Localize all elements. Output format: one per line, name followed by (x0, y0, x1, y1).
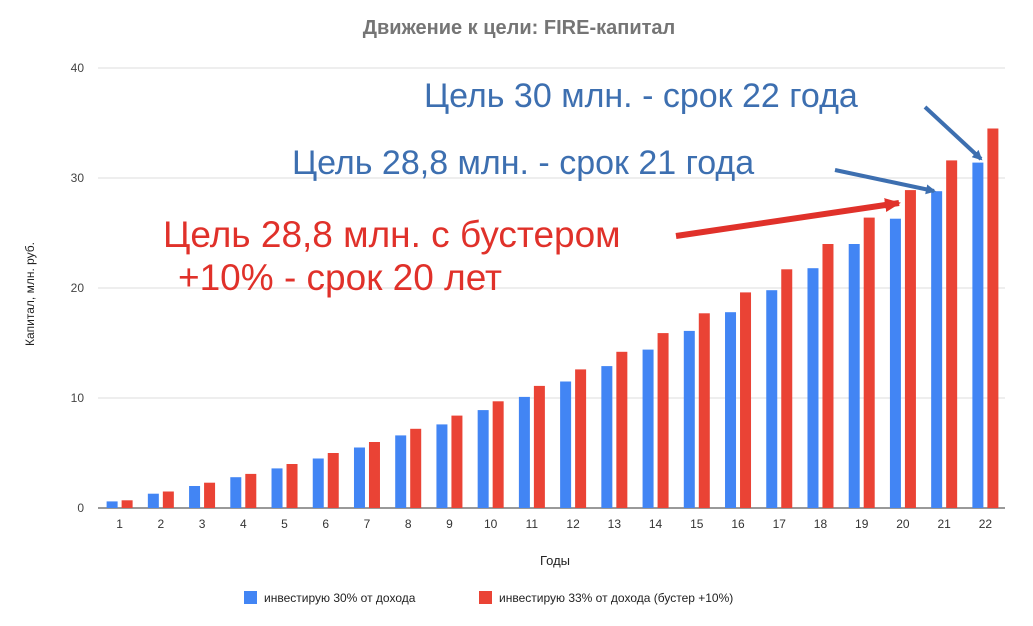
x-tick-label: 11 (526, 517, 539, 531)
bar-series-1-year-19 (863, 217, 875, 508)
chart-title: Движение к цели: FIRE-капитал (363, 17, 675, 39)
y-axis-ticks: 0 10 20 30 40 (71, 61, 85, 515)
bar-series-1-year-9 (451, 415, 463, 508)
bar-series-0-year-5 (271, 468, 283, 508)
bar-series-0-year-17 (766, 290, 778, 508)
annotation-goal-28-8: Цель 28,8 млн. - срок 21 года (292, 144, 754, 182)
arrow-goal-28-8 (834, 168, 936, 195)
bar-series-0-year-11 (518, 396, 530, 508)
bar-series-0-year-3 (189, 486, 201, 508)
bar-series-1-year-22 (987, 128, 999, 508)
bar-series-0-year-9 (436, 424, 448, 508)
bar-series-1-year-8 (410, 428, 422, 508)
x-tick-label: 10 (484, 517, 498, 531)
bar-series-1-year-7 (368, 442, 380, 508)
y-tick-label: 10 (71, 391, 85, 405)
bar-series-1-year-14 (657, 333, 669, 508)
bar-series-1-year-15 (698, 313, 710, 508)
x-tick-label: 16 (731, 517, 745, 531)
bar-series-1-year-13 (616, 351, 628, 508)
x-tick-label: 21 (937, 517, 951, 531)
y-tick-label: 40 (71, 61, 85, 75)
legend-swatch-series-0 (244, 591, 257, 604)
bar-series-0-year-16 (725, 312, 737, 508)
bar-series-1-year-1 (121, 500, 133, 508)
y-axis-label: Капитал, млн. руб. (23, 242, 37, 346)
legend-label-series-0: инвестирую 30% от дохода (264, 591, 416, 605)
x-tick-label: 2 (157, 517, 164, 531)
x-tick-label: 18 (814, 517, 828, 531)
annotation-goal-30: Цель 30 млн. - срок 22 года (424, 77, 858, 115)
bar-series-1-year-21 (946, 160, 958, 508)
bar-series-0-year-15 (683, 330, 695, 508)
bar-series-1-year-5 (286, 464, 298, 508)
arrow-booster (675, 198, 901, 239)
x-tick-label: 15 (690, 517, 704, 531)
arrow-goal-30 (923, 105, 983, 161)
bar-series-1-year-11 (533, 385, 545, 508)
bar-series-0-year-20 (889, 218, 901, 508)
x-tick-label: 19 (855, 517, 869, 531)
y-tick-label: 20 (71, 281, 85, 295)
bar-series-1-year-6 (327, 453, 339, 508)
bar-series-1-year-3 (204, 482, 216, 508)
bar-series-0-year-7 (353, 447, 365, 508)
legend-label-series-1: инвестирую 33% от дохода (бустер +10%) (499, 591, 733, 605)
bar-series-0-year-8 (395, 435, 407, 508)
bar-series-0-year-1 (106, 501, 118, 508)
bar-series-1-year-10 (492, 401, 504, 508)
y-tick-label: 30 (71, 171, 85, 185)
x-tick-label: 7 (364, 517, 371, 531)
x-tick-label: 8 (405, 517, 412, 531)
bar-series-1-year-17 (781, 269, 793, 508)
bar-series-0-year-21 (931, 191, 943, 508)
bar-series-1-year-16 (740, 292, 752, 508)
bar-series-1-year-4 (245, 473, 257, 508)
bar-series-0-year-4 (230, 477, 242, 508)
bar-series-0-year-2 (147, 493, 159, 508)
x-tick-label: 9 (446, 517, 453, 531)
legend-swatch-series-1 (479, 591, 492, 604)
bar-series-0-year-18 (807, 268, 819, 508)
x-tick-label: 20 (896, 517, 910, 531)
x-axis-label: Годы (540, 553, 570, 568)
x-tick-label: 12 (566, 517, 580, 531)
x-tick-label: 1 (116, 517, 123, 531)
bar-series-0-year-22 (972, 162, 984, 508)
bar-series-0-year-13 (601, 366, 613, 508)
bar-series-1-year-20 (904, 190, 916, 508)
x-tick-label: 6 (322, 517, 329, 531)
bar-series-1-year-12 (575, 369, 587, 508)
x-tick-label: 14 (649, 517, 663, 531)
annotation-booster-line1: Цель 28,8 млн. с бустером (163, 214, 621, 255)
bar-series-0-year-6 (312, 458, 324, 508)
legend: инвестирую 30% от дохода инвестирую 33% … (244, 591, 733, 605)
x-tick-label: 22 (979, 517, 993, 531)
x-axis-ticks: 1 2 3 4 5 6 7 8 9 10 11 12 13 14 15 16 17 18 19 20 21 22 (116, 517, 992, 531)
x-tick-label: 4 (240, 517, 247, 531)
bar-series-0-year-19 (848, 244, 860, 508)
bar-series-0-year-12 (560, 381, 572, 508)
x-tick-label: 13 (608, 517, 622, 531)
bar-series-1-year-18 (822, 244, 834, 508)
bar-series-0-year-10 (477, 410, 489, 508)
bar-series-0-year-14 (642, 349, 654, 508)
annotation-booster-line2: +10% - срок 20 лет (178, 257, 502, 298)
bars (106, 128, 999, 508)
bar-series-1-year-2 (162, 491, 174, 508)
x-tick-label: 5 (281, 517, 288, 531)
x-tick-label: 17 (773, 517, 787, 531)
annotations: Цель 30 млн. - срок 22 года Цель 28,8 мл… (163, 77, 983, 298)
x-tick-label: 3 (199, 517, 206, 531)
y-tick-label: 0 (77, 501, 84, 515)
